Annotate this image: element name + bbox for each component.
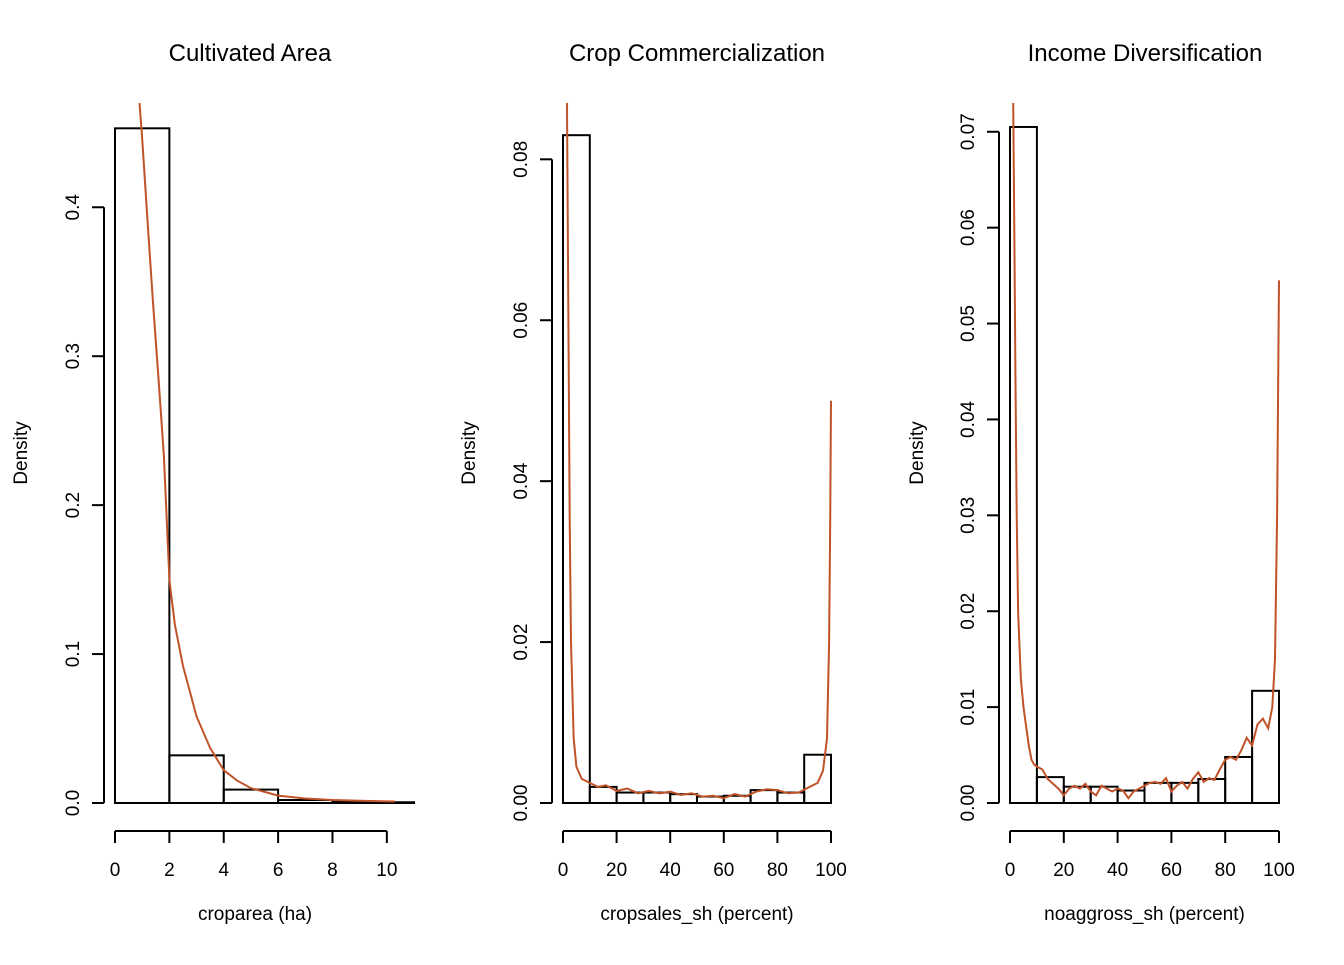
histogram-bars (1009, 125, 1280, 805)
y-tick-label: 0.01 (958, 689, 979, 726)
chart-title: Crop Commercialization (569, 40, 825, 67)
x-tick-label: 60 (713, 860, 734, 881)
histogram-bar (642, 791, 672, 804)
y-tick-label: 0.06 (511, 302, 532, 339)
y-tick-label: 0.0 (63, 790, 84, 816)
y-tick-label: 0.02 (958, 593, 979, 630)
chart-panel-1: Cultivated Area 0.0 0.1 0.2 0.3 0.4 Density 0 2 4… (11, 40, 415, 925)
x-axis-label: cropsales_sh (percent) (600, 904, 793, 925)
x-tick-label: 4 (218, 860, 229, 881)
x-tick-label: 40 (1107, 860, 1128, 881)
histogram-bar (114, 127, 171, 804)
chart-title: Income Diversification (1028, 40, 1263, 67)
histogram-bar (562, 134, 591, 805)
y-tick-label: 0.03 (958, 497, 979, 534)
y-tick-label: 0.3 (63, 343, 84, 369)
histogram-bar (168, 754, 225, 805)
x-axis-label: noaggross_sh (percent) (1044, 904, 1245, 925)
y-tick-label: 0.00 (511, 785, 532, 822)
histogram-bar (1197, 778, 1227, 805)
x-tick-label: 80 (767, 860, 788, 881)
y-axis-label: Density (459, 421, 480, 485)
x-axis-label: croparea (ha) (198, 904, 312, 925)
x-tick-label: 6 (273, 860, 284, 881)
y-tick-label: 0.08 (511, 141, 532, 178)
histogram-bar (615, 791, 645, 804)
chart-panel-3: Income Diversification 0.00 0.01 0.02 0.03 0.… (907, 40, 1295, 925)
y-tick-label: 0.1 (63, 641, 84, 667)
x-tick-label: 100 (1263, 860, 1295, 881)
histogram-bar (803, 753, 833, 804)
y-tick-label: 0.06 (958, 209, 979, 246)
y-tick-label: 0.05 (958, 305, 979, 342)
x-tick-label: 10 (376, 860, 397, 881)
y-axis-label: Density (907, 421, 928, 485)
y-tick-label: 0.2 (63, 492, 84, 518)
x-tick-label: 20 (1053, 860, 1074, 881)
x-tick-label: 8 (327, 860, 338, 881)
histogram-bar (1224, 755, 1254, 804)
y-tick-label: 0.07 (958, 113, 979, 150)
y-axis-label: Density (11, 421, 32, 485)
histogram-bar (1251, 689, 1280, 805)
y-tick-label: 0.4 (63, 194, 84, 221)
x-tick-label: 40 (660, 860, 681, 881)
x-tick-label: 100 (815, 860, 847, 881)
x-tick-label: 0 (110, 860, 121, 881)
density-line (138, 103, 396, 803)
x-tick-label: 2 (164, 860, 175, 881)
histogram-bar (1143, 781, 1173, 805)
x-tick-label: 0 (558, 860, 569, 881)
histogram-bar (222, 788, 280, 805)
x-tick-label: 80 (1215, 860, 1236, 881)
chart-title: Cultivated Area (169, 40, 332, 67)
histogram-bar (1009, 125, 1038, 805)
y-tick-label: 0.02 (511, 624, 532, 661)
density-line (1012, 103, 1280, 800)
chart-panel-2: Crop Commercialization 0.00 0.02 0.04 0.06 0.… (459, 40, 847, 925)
histogram-bar (385, 801, 415, 804)
x-tick-label: 0 (1005, 860, 1016, 881)
histogram-bars (562, 134, 833, 805)
histogram-bar (776, 791, 806, 804)
y-tick-label: 0.04 (511, 462, 532, 499)
x-tick-label: 60 (1161, 860, 1182, 881)
histogram-bar (1116, 789, 1146, 804)
density-line (566, 103, 832, 800)
y-tick-label: 0.00 (958, 785, 979, 822)
y-tick-label: 0.04 (958, 401, 979, 438)
x-tick-label: 20 (606, 860, 627, 881)
